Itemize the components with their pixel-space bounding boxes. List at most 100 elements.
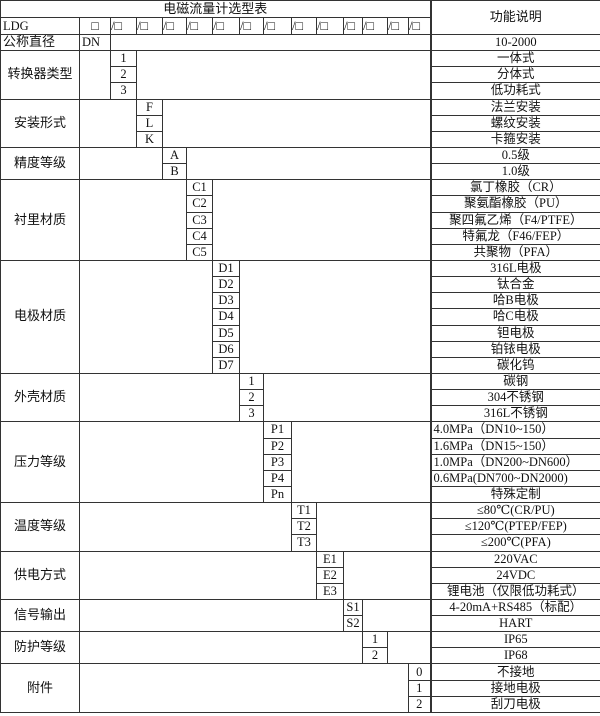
blank-cell [79,50,111,100]
option-description: 钽电极 [429,324,600,342]
option-description: IP65 [429,631,600,649]
option-row: E3 锂电池（仅限低功耗式） [1,582,600,600]
option-description: 铂铱电极 [429,340,600,358]
option-code: 3 [239,405,264,423]
blank-cell [79,631,363,665]
option-code: P1 [263,421,292,439]
option-description: 0.6MPa(DN700~DN2000) [429,469,600,487]
option-code: 2 [362,647,388,665]
blank-cell [315,502,432,552]
option-code: A [162,146,187,165]
option-description: 卡箍安装 [429,130,600,148]
blank-cell [79,146,163,181]
option-description: 碳化钨 [429,356,600,374]
option-description: 特殊定制 [429,485,600,504]
model-row: LDG □ /□/□/□/□/□/□/□/□/□/□/□/□/□ [0,17,600,35]
option-row: C2 聚氨酯橡胶（PU） [1,195,600,213]
option-code: E3 [316,582,344,600]
option-row: 温度等级 T1 ≤80℃(CR/PU) [0,502,600,552]
option-row: 精度等级 A 0.5级 [0,146,600,181]
blank-cell [262,372,432,423]
option-description: 特氟龙（F46/FEP） [429,227,600,245]
option-description: ≤200℃(PFA) [429,534,600,552]
model-box: /□ [263,17,292,35]
blank-cell [79,421,264,504]
option-row: 安装形式 F 法兰安装 [0,98,600,148]
option-code: D7 [212,356,240,374]
row-label: 公称直径 [0,33,80,52]
option-description: HART [429,615,600,633]
option-code: D1 [212,259,240,278]
model-box: /□ [343,17,363,35]
option-code: C1 [186,179,213,197]
group-label: 压力等级 [0,421,80,504]
group-label: 衬里材质 [0,179,80,261]
option-code: 2 [407,695,432,713]
option-row: T3 ≤200℃(PFA) [1,534,600,552]
option-code: Pn [263,485,292,504]
option-code: P4 [263,469,292,487]
model-box: /□ [239,17,264,35]
option-row: 信号输出 S1 4-20mA+RS485（标配） [0,598,600,633]
model-box: /□ [186,17,213,35]
option-description: 1.0级 [429,163,600,181]
option-description: 304不锈钢 [429,389,600,407]
group-label: 安装形式 [0,98,80,148]
group-label: 供电方式 [0,550,80,600]
group-label: 防护等级 [0,631,80,665]
option-row: K 卡箍安装 [1,130,600,148]
group-label: 精度等级 [0,146,80,181]
option-description: 4-20mA+RS485（标配） [429,598,600,617]
option-code: C2 [186,195,213,213]
blank-cell [79,550,317,600]
blank-cell [79,98,137,148]
option-code: 2 [239,389,264,407]
option-description: IP68 [429,647,600,665]
blank-cell [79,372,240,423]
function-header: 功能说明 [429,0,600,35]
option-description: 螺纹安装 [429,114,600,132]
option-code: T3 [291,534,317,552]
option-row: 衬里材质 C1 氯丁橡胶（CR） [0,179,600,261]
option-description: 氯丁橡胶（CR） [429,179,600,197]
nominal-diameter-row: 公称直径 DN 10-2000 [0,33,600,52]
option-code: S1 [343,598,363,617]
option-row: C5 共聚物（PFA） [1,243,600,261]
model-box: /□ [291,17,317,35]
model-box: /□ [407,17,432,35]
option-code: E1 [316,550,344,568]
option-row: 电极材质 D1 316L电极 [0,259,600,374]
model-box: /□ [110,17,137,35]
model-box: /□ [162,17,187,35]
option-description: 4.0MPa（DN10~150） [429,421,600,439]
option-description: 聚氨酯橡胶（PU） [429,195,600,213]
group-label: 附件 [0,663,80,713]
option-description: 共聚物（PFA） [429,243,600,261]
option-row: 2 304不锈钢 [1,389,600,407]
option-description: 钛合金 [429,276,600,294]
option-code: D5 [212,324,240,342]
option-row: 附件 0 不接地 [0,663,600,713]
blank-cell [361,598,432,633]
blank-cell [79,663,409,713]
blank-cell [211,179,432,261]
option-description: 一体式 [429,50,600,68]
option-code: 0 [407,663,432,681]
option-code: 3 [110,82,137,100]
option-code: S2 [343,615,363,633]
model-box: /□ [212,17,240,35]
blank-cell [79,598,344,633]
blank-cell [386,631,432,665]
option-row: D7 碳化钨 [1,356,600,374]
option-row: 压力等级 P1 4.0MPa（DN10~150） [0,421,600,504]
option-code: T2 [291,518,317,536]
option-description: 1.0MPa（DN200~DN600） [429,453,600,471]
option-description: 接地电极 [429,679,600,697]
option-code: P3 [263,453,292,471]
option-row: 2 刮刀电极 [1,695,600,713]
option-code: D6 [212,340,240,358]
option-code: DN [79,33,111,52]
model-box: /□ [316,17,344,35]
option-code: L [136,114,163,132]
